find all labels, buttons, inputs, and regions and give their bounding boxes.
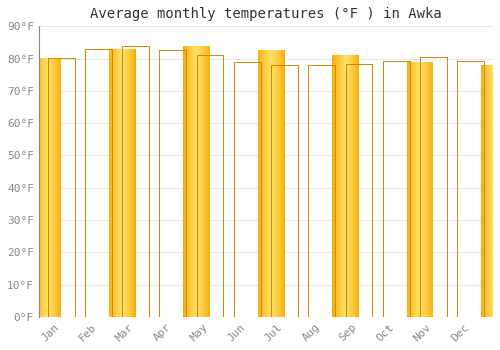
Bar — [160, 50, 186, 317]
Bar — [85, 49, 112, 317]
Bar — [420, 57, 447, 317]
Bar — [196, 55, 224, 317]
Bar — [346, 64, 372, 317]
Bar — [271, 65, 298, 317]
Bar — [234, 62, 260, 317]
Bar — [48, 58, 74, 317]
Bar — [383, 61, 409, 317]
Bar — [308, 65, 335, 317]
Bar — [458, 61, 484, 317]
Title: Average monthly temperatures (°F ) in Awka: Average monthly temperatures (°F ) in Aw… — [90, 7, 442, 21]
Bar — [122, 46, 149, 317]
